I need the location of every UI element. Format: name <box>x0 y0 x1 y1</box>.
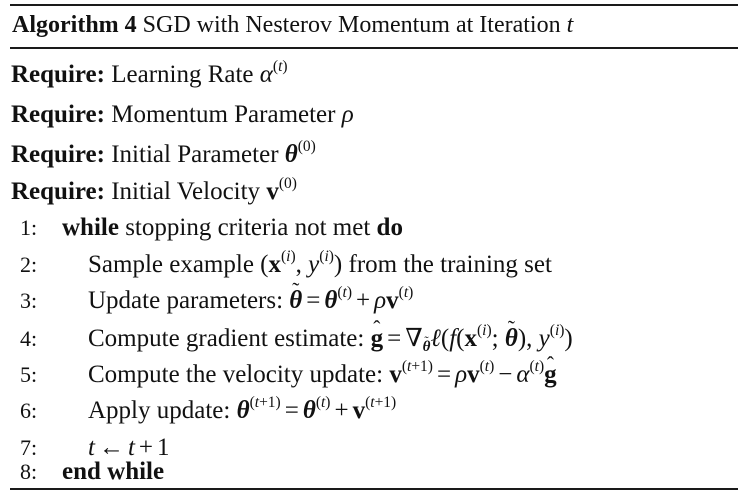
caption-rule <box>10 47 738 49</box>
step-text: stopping criteria not met <box>125 214 371 241</box>
end-while-keyword: end while <box>62 458 165 485</box>
require-keyword: Require: <box>11 141 105 168</box>
algorithm-caption: Algorithm 4 SGD with Nesterov Momentum a… <box>12 12 574 38</box>
step-text: Update parameters: <box>88 287 284 314</box>
bottom-rule <box>10 488 738 490</box>
require-initial-velocity: Require: Initial Velocity v(0) <box>11 175 297 205</box>
require-initial-parameter: Require: Initial Parameter θ(0) <box>11 138 316 168</box>
line-number: 1: <box>20 215 38 240</box>
top-rule <box>10 4 738 6</box>
caption-title: SGD with Nesterov Momentum at Iteration <box>142 12 561 38</box>
line-number: 6: <box>20 398 38 423</box>
line-number: 3: <box>20 288 38 313</box>
step-6: 6: Apply update: θ(t+1) = θ(t) + v(t+1) <box>0 394 740 428</box>
step-5: 5: Compute the velocity update: v(t+1) = ρ… <box>0 347 740 392</box>
require-keyword: Require: <box>11 101 105 128</box>
line-number: 7: <box>20 435 38 460</box>
step-text-suffix: from the training set <box>348 251 552 278</box>
require-text: Initial Velocity <box>111 178 261 205</box>
line-number: 2: <box>20 252 38 277</box>
require-text: Initial Parameter <box>111 141 279 168</box>
step-text: Compute gradient estimate: <box>88 325 365 352</box>
require-momentum: Require: Momentum Parameter ρ <box>11 101 354 128</box>
do-keyword: do <box>376 214 403 241</box>
step-8: 8: end while <box>0 455 740 489</box>
step-text: Sample example <box>88 251 254 278</box>
step-text: Compute the velocity update: <box>88 361 384 388</box>
caption-label: Algorithm 4 <box>12 12 137 38</box>
require-keyword: Require: <box>11 178 105 205</box>
line-number: 8: <box>20 459 38 484</box>
while-keyword: while <box>62 214 119 241</box>
step-text: Apply update: <box>88 397 231 424</box>
step-3: 3: Update parameters: θ=θ(t)+ρv(t) <box>0 273 740 318</box>
step-2: 2: Sample example (x(i), y(i)) from the … <box>0 248 740 282</box>
require-learning-rate: Require: Learning Rate α(t) <box>11 58 288 88</box>
require-text: Momentum Parameter <box>111 101 336 128</box>
step-4: 4: Compute gradient estimate: g=∇θℓ(f(x(… <box>0 311 740 356</box>
require-text: Learning Rate <box>111 61 254 88</box>
step-1: 1: while stopping criteria not met do <box>0 211 740 245</box>
step-7: 7: t ← t +1 <box>0 431 740 465</box>
line-number: 4: <box>20 326 38 351</box>
require-keyword: Require: <box>11 61 105 88</box>
line-number: 5: <box>20 362 38 387</box>
